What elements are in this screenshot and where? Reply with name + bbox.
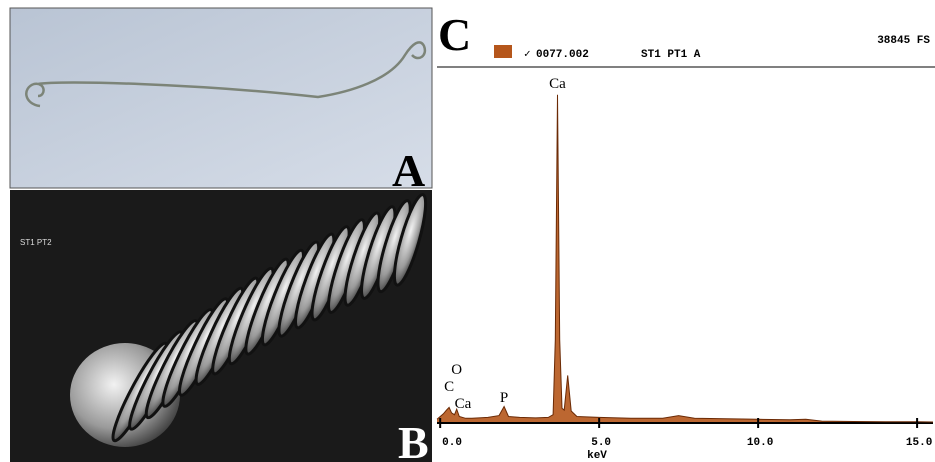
caption: ST1 PT2 bbox=[20, 238, 52, 247]
panel-label: C bbox=[438, 9, 471, 60]
panel-b: ST1 PT2 B bbox=[10, 190, 432, 462]
peak-label: O bbox=[451, 362, 462, 378]
x-tick-label: 15.0 bbox=[906, 437, 932, 449]
x-tick-label: 10.0 bbox=[747, 437, 773, 449]
coil bbox=[70, 193, 428, 447]
full-scale: 38845 FS bbox=[877, 35, 930, 47]
wire bbox=[25, 41, 427, 108]
x-axis-label: keV bbox=[587, 450, 607, 462]
coil-turn bbox=[392, 193, 428, 287]
x-tick-label: 0.0 bbox=[442, 437, 462, 449]
subtitle: ST1 PT1 A bbox=[641, 49, 701, 61]
panel-label: A bbox=[392, 145, 425, 196]
legend-label: 0077.002 bbox=[536, 49, 589, 61]
check: ✓ bbox=[524, 49, 531, 61]
spectrum bbox=[436, 94, 934, 423]
legend-swatch bbox=[494, 45, 512, 58]
photo bbox=[9, 7, 433, 189]
panel-label: B bbox=[398, 417, 429, 462]
panel-c: C ✓ 0077.002 ST1 PT1 A 38845 FS keV 0.0 5… bbox=[436, 9, 935, 462]
peak-label: P bbox=[500, 390, 508, 406]
peak-label: C bbox=[444, 379, 454, 395]
panel-a: A bbox=[9, 7, 433, 196]
x-tick-label: 5.0 bbox=[591, 437, 611, 449]
peak-label: Ca bbox=[455, 396, 472, 412]
peak-label: Ca bbox=[549, 76, 566, 92]
spectrum-fill bbox=[437, 94, 933, 423]
